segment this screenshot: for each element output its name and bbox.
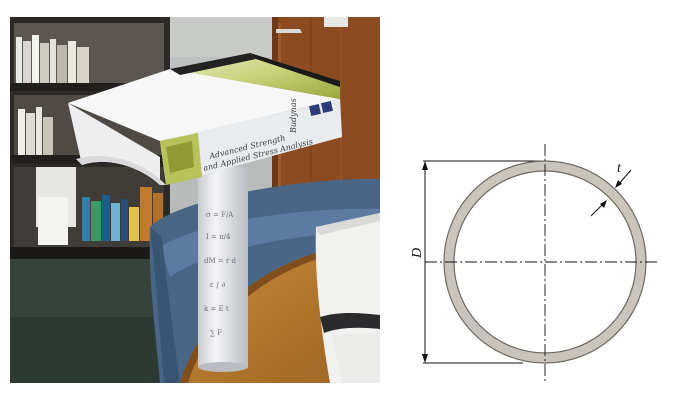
svg-text:k = E t: k = E t [204, 305, 229, 313]
experiment-photo: σ = F/A I = π/4 dM = r d ε ∫ ∂ k = E t ∑… [10, 17, 380, 383]
svg-text:∑ F: ∑ F [210, 329, 222, 337]
paper-tube: σ = F/A I = π/4 dM = r d ε ∫ ∂ k = E t ∑… [198, 167, 248, 372]
thickness-arrowhead-outer [615, 180, 622, 188]
tube-cross-section-diagram: D t [395, 130, 665, 390]
thickness-arrowhead-inner [600, 200, 607, 208]
svg-text:dM = r d: dM = r d [204, 257, 237, 265]
dimension-arrow-top [422, 161, 428, 170]
white-cushion [315, 213, 380, 383]
cabinet [170, 17, 272, 57]
thickness-label: t [617, 161, 622, 176]
diameter-label: D [410, 248, 425, 259]
svg-text:σ = F/A: σ = F/A [206, 211, 234, 219]
dimension-arrow-bottom [422, 354, 428, 363]
book-author: Budynas [289, 98, 298, 134]
svg-text:ε ∫ ∂: ε ∫ ∂ [210, 281, 226, 289]
svg-text:I = π/4: I = π/4 [206, 233, 231, 241]
